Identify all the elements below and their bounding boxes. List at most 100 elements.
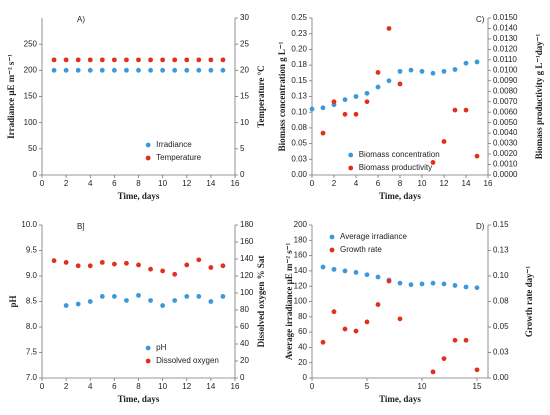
point <box>99 260 105 265</box>
x-tick-label: 16 <box>231 179 240 188</box>
legend-marker <box>329 247 335 253</box>
y2-tick-label: 0.0150 <box>493 13 518 22</box>
point <box>111 294 117 299</box>
point <box>474 285 480 291</box>
y-tick-label: 0.13 <box>291 92 307 101</box>
point <box>441 139 447 144</box>
point <box>463 60 469 66</box>
y-tick-label: 0.08 <box>291 123 307 132</box>
point <box>99 67 105 73</box>
point <box>75 263 81 269</box>
point <box>196 257 202 263</box>
x-tick-label: 2 <box>64 382 69 391</box>
point <box>364 90 370 96</box>
point <box>63 303 69 308</box>
point <box>474 367 480 373</box>
y-axis-title: Biomass concentration g L⁻¹ <box>277 41 287 151</box>
point <box>111 57 117 63</box>
point <box>342 268 348 274</box>
point <box>51 67 57 73</box>
y-axis-title: Irradiance μE m⁻² s⁻¹ <box>6 54 16 139</box>
point <box>87 263 93 269</box>
x-tick-label: 4 <box>88 179 93 188</box>
point <box>136 292 141 298</box>
point <box>196 67 202 73</box>
point <box>148 67 153 73</box>
point <box>408 282 414 288</box>
x-tick-label: 12 <box>182 179 191 188</box>
point <box>320 339 326 345</box>
x-tick-label: 6 <box>376 179 381 188</box>
y2-tick-label: 60 <box>240 322 249 331</box>
y2-tick-label: 0.0020 <box>493 149 518 158</box>
point <box>208 299 214 304</box>
y2-tick-label: 0.0120 <box>493 45 518 54</box>
legend-marker <box>145 345 151 351</box>
y-tick-label: 0.15 <box>291 76 307 85</box>
x-tick-label: 0 <box>310 179 315 188</box>
y-tick-label: 0.18 <box>291 60 307 69</box>
point <box>441 356 447 362</box>
point <box>184 294 190 299</box>
y2-tick-label: 160 <box>240 237 254 246</box>
y2-tick-label: 0.0040 <box>493 128 518 137</box>
y2-tick-label: 20 <box>240 356 249 365</box>
y2-tick-label: 0.10 <box>493 271 509 280</box>
y-tick-label: 140 <box>294 266 308 275</box>
y2-tick-label: 0.0050 <box>493 118 518 127</box>
x-tick-label: 12 <box>440 179 449 188</box>
y2-tick-label: 0.0030 <box>493 139 518 148</box>
point <box>99 57 105 63</box>
x-axis-title: Time, days <box>379 394 421 404</box>
legend-label: Average irradiance <box>340 232 408 241</box>
point <box>397 68 403 74</box>
point <box>196 294 202 299</box>
point <box>408 67 414 73</box>
y-tick-label: 180 <box>294 235 308 244</box>
x-tick-label: 8 <box>398 179 403 188</box>
y2-tick-label: 30 <box>240 13 249 22</box>
x-tick-label: 6 <box>112 179 117 188</box>
y-tick-label: 10.0 <box>21 220 37 229</box>
y-tick-label: 100 <box>294 297 308 306</box>
y-tick-label: 60 <box>298 327 307 336</box>
y2-tick-label: 0.0100 <box>493 65 518 74</box>
point <box>196 57 202 63</box>
point <box>441 68 447 74</box>
point <box>463 107 469 113</box>
point <box>160 303 166 308</box>
point <box>124 260 129 266</box>
legend-marker <box>145 358 151 364</box>
point <box>208 57 214 63</box>
panel-label: C) <box>476 15 485 24</box>
point <box>397 81 403 87</box>
y2-tick-label: 180 <box>240 220 254 229</box>
point <box>220 67 226 73</box>
point <box>309 106 315 112</box>
y2-tick-label: 120 <box>240 271 254 280</box>
legend-label: pH <box>156 343 166 352</box>
point <box>375 274 381 280</box>
point <box>364 319 370 325</box>
point <box>220 57 226 63</box>
point <box>63 260 69 265</box>
point <box>320 130 326 136</box>
point <box>184 262 190 268</box>
point <box>342 97 348 103</box>
point <box>353 270 359 275</box>
point <box>220 263 226 269</box>
y-tick-label: 120 <box>294 281 308 290</box>
point <box>452 283 458 288</box>
point <box>375 70 381 75</box>
point <box>441 281 447 287</box>
x-tick-label: 0 <box>40 382 45 391</box>
y-axis-title: pH <box>8 295 18 307</box>
y-tick-label: 0 <box>303 373 308 382</box>
x-tick-label: 10 <box>418 179 427 188</box>
point <box>331 266 337 272</box>
legend-marker <box>329 234 335 240</box>
y-tick-label: 40 <box>298 343 307 352</box>
x-tick-label: 16 <box>484 179 493 188</box>
point <box>136 67 141 73</box>
x-tick-label: 16 <box>231 382 240 391</box>
